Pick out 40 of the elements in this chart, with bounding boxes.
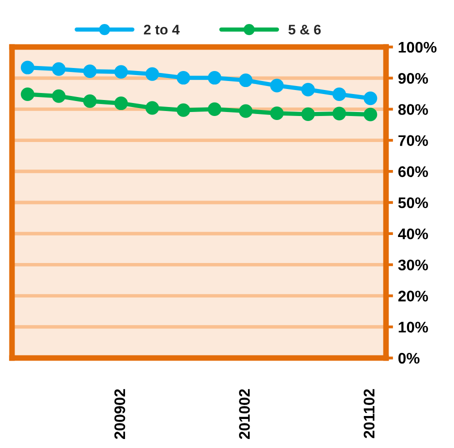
y-tick-label: 80% <box>398 104 428 115</box>
x-tick-label: 201102 <box>364 389 375 438</box>
point <box>208 102 222 116</box>
point <box>20 60 34 74</box>
y-tick-label: 60% <box>398 166 428 178</box>
y-tick-label: 40% <box>398 228 428 240</box>
y-tick-label: 90% <box>398 72 428 84</box>
point <box>364 108 378 122</box>
y-tick-label: 30% <box>398 260 428 270</box>
point <box>238 74 253 88</box>
y-tick-label: 10% <box>398 322 428 333</box>
x-tick-label: 200902 <box>114 389 126 439</box>
point <box>52 89 66 103</box>
legend-label: 5 & 6 <box>288 24 321 35</box>
point <box>332 106 346 120</box>
x-tick-label: 201002 <box>239 389 250 439</box>
point <box>145 101 160 115</box>
legend-label: 2 to 4 <box>144 24 180 35</box>
point <box>145 67 160 81</box>
point <box>208 71 222 85</box>
point <box>332 88 346 102</box>
y-tick-label: 100% <box>398 42 436 53</box>
point <box>20 88 34 102</box>
point <box>176 103 190 117</box>
y-tick-label: 50% <box>398 197 428 208</box>
y-tick-label: 70% <box>398 135 428 146</box>
point <box>114 65 128 79</box>
point <box>301 107 315 121</box>
point <box>270 106 284 120</box>
point <box>83 64 97 78</box>
point <box>114 96 128 110</box>
y-tick-label: 20% <box>398 290 428 302</box>
point <box>238 104 253 118</box>
point <box>301 82 315 96</box>
point <box>83 94 97 108</box>
point <box>270 78 284 92</box>
y-tick-label: 0% <box>398 352 420 364</box>
point <box>52 62 66 76</box>
point <box>364 92 378 106</box>
point <box>176 71 190 85</box>
